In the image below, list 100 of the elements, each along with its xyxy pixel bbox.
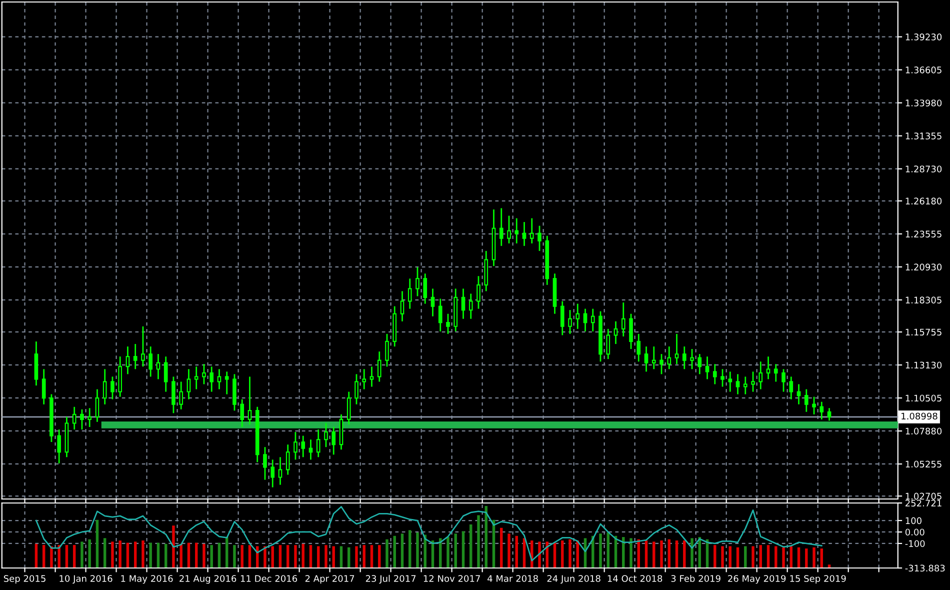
bar: [759, 545, 762, 568]
bar: [683, 540, 686, 568]
bar: [96, 520, 99, 568]
bar: [180, 544, 182, 568]
x-tick-label: 15 Sep 2019: [790, 575, 846, 584]
candlestick: [804, 388, 808, 413]
y-tick-label: 1.20930: [906, 264, 942, 270]
bar: [538, 542, 541, 568]
candlestick: [507, 215, 511, 244]
x-tick-label: 26 May 2019: [728, 575, 786, 584]
bar: [744, 546, 747, 568]
candlestick: [812, 396, 816, 416]
candlestick: [446, 313, 450, 335]
candlestick: [590, 308, 595, 332]
candlestick: [430, 288, 435, 318]
candlestick: [202, 363, 206, 385]
candlestick: [186, 368, 191, 400]
bar: [477, 515, 480, 568]
x-tick-label: 10 Jan 2016: [60, 575, 112, 584]
candlestick: [102, 368, 107, 406]
candlestick: [324, 422, 328, 448]
bar: [561, 540, 564, 568]
candlestick: [362, 368, 366, 390]
candlestick: [332, 426, 336, 456]
candlestick: [560, 300, 564, 336]
candlestick: [728, 370, 732, 392]
bar: [233, 545, 236, 568]
candlestick: [72, 406, 76, 430]
candlestick: [476, 275, 480, 310]
candlestick: [614, 320, 618, 345]
bar: [470, 524, 472, 568]
bar: [766, 545, 770, 568]
bar: [80, 542, 84, 568]
bar: [34, 544, 38, 568]
candlestick: [194, 366, 198, 390]
x-tick-label: 3 Feb 2019: [671, 574, 720, 582]
bar: [278, 545, 282, 568]
candlestick: [758, 360, 763, 390]
candlestick: [377, 350, 382, 382]
candlestick: [400, 290, 404, 322]
bar: [752, 546, 754, 568]
bar: [568, 539, 572, 568]
bar: [111, 542, 114, 568]
bar: [782, 547, 785, 568]
candlestick: [179, 381, 184, 410]
candlestick: [294, 431, 298, 460]
candlestick: [148, 346, 153, 378]
bar: [317, 546, 320, 568]
bar: [805, 548, 808, 568]
candlestick: [606, 328, 610, 360]
bar: [408, 530, 412, 568]
candlestick: [583, 308, 588, 332]
candlestick: [301, 435, 306, 458]
candlestick: [416, 266, 420, 297]
bar: [660, 540, 663, 568]
candlestick: [95, 388, 100, 423]
x-tick-label: 24 Jun 2018: [547, 575, 600, 584]
y-tick-label: 1.33980: [906, 100, 942, 106]
candlestick: [743, 376, 748, 395]
x-tick-label: 12 Nov 2017: [424, 575, 480, 582]
bar: [668, 539, 670, 568]
candlestick: [210, 366, 214, 392]
candlestick: [538, 225, 542, 252]
candlestick: [736, 373, 740, 395]
candlestick: [789, 376, 794, 400]
candlestick: [172, 376, 176, 414]
x-tick-label: 11 Dec 2016: [240, 575, 298, 582]
bar: [202, 544, 206, 568]
candlestick: [308, 438, 313, 460]
candlestick: [316, 428, 320, 458]
bar: [50, 546, 53, 568]
candlestick: [774, 363, 778, 382]
candlestick: [438, 298, 442, 332]
candlestick: [522, 221, 526, 247]
x-tick-label: 21 Aug 2016: [180, 575, 236, 584]
bar: [400, 534, 404, 568]
bar: [309, 545, 312, 568]
bar: [393, 536, 396, 568]
candlestick: [88, 407, 92, 428]
bar: [149, 542, 152, 568]
y-tick-label: 1.31355: [906, 132, 942, 140]
bar: [142, 540, 144, 568]
candlestick: [263, 446, 267, 480]
candlestick: [278, 456, 282, 486]
y-tick-label: 1.07880: [906, 428, 942, 435]
candlestick: [141, 326, 145, 368]
candlestick: [240, 398, 244, 428]
y-tick-label: 1.36605: [906, 66, 942, 74]
candlestick: [156, 353, 160, 380]
candlestick: [782, 368, 786, 392]
y-tick-label: -100: [905, 540, 925, 548]
bar: [508, 534, 510, 568]
y-tick-label: 1.05255: [906, 460, 942, 468]
y-tick-label: 1.23555: [906, 230, 942, 238]
bar: [690, 538, 694, 568]
bar: [172, 526, 175, 568]
bar: [362, 545, 366, 568]
candlestick: [370, 366, 374, 388]
bar: [118, 540, 122, 568]
candlestick: [42, 368, 46, 406]
